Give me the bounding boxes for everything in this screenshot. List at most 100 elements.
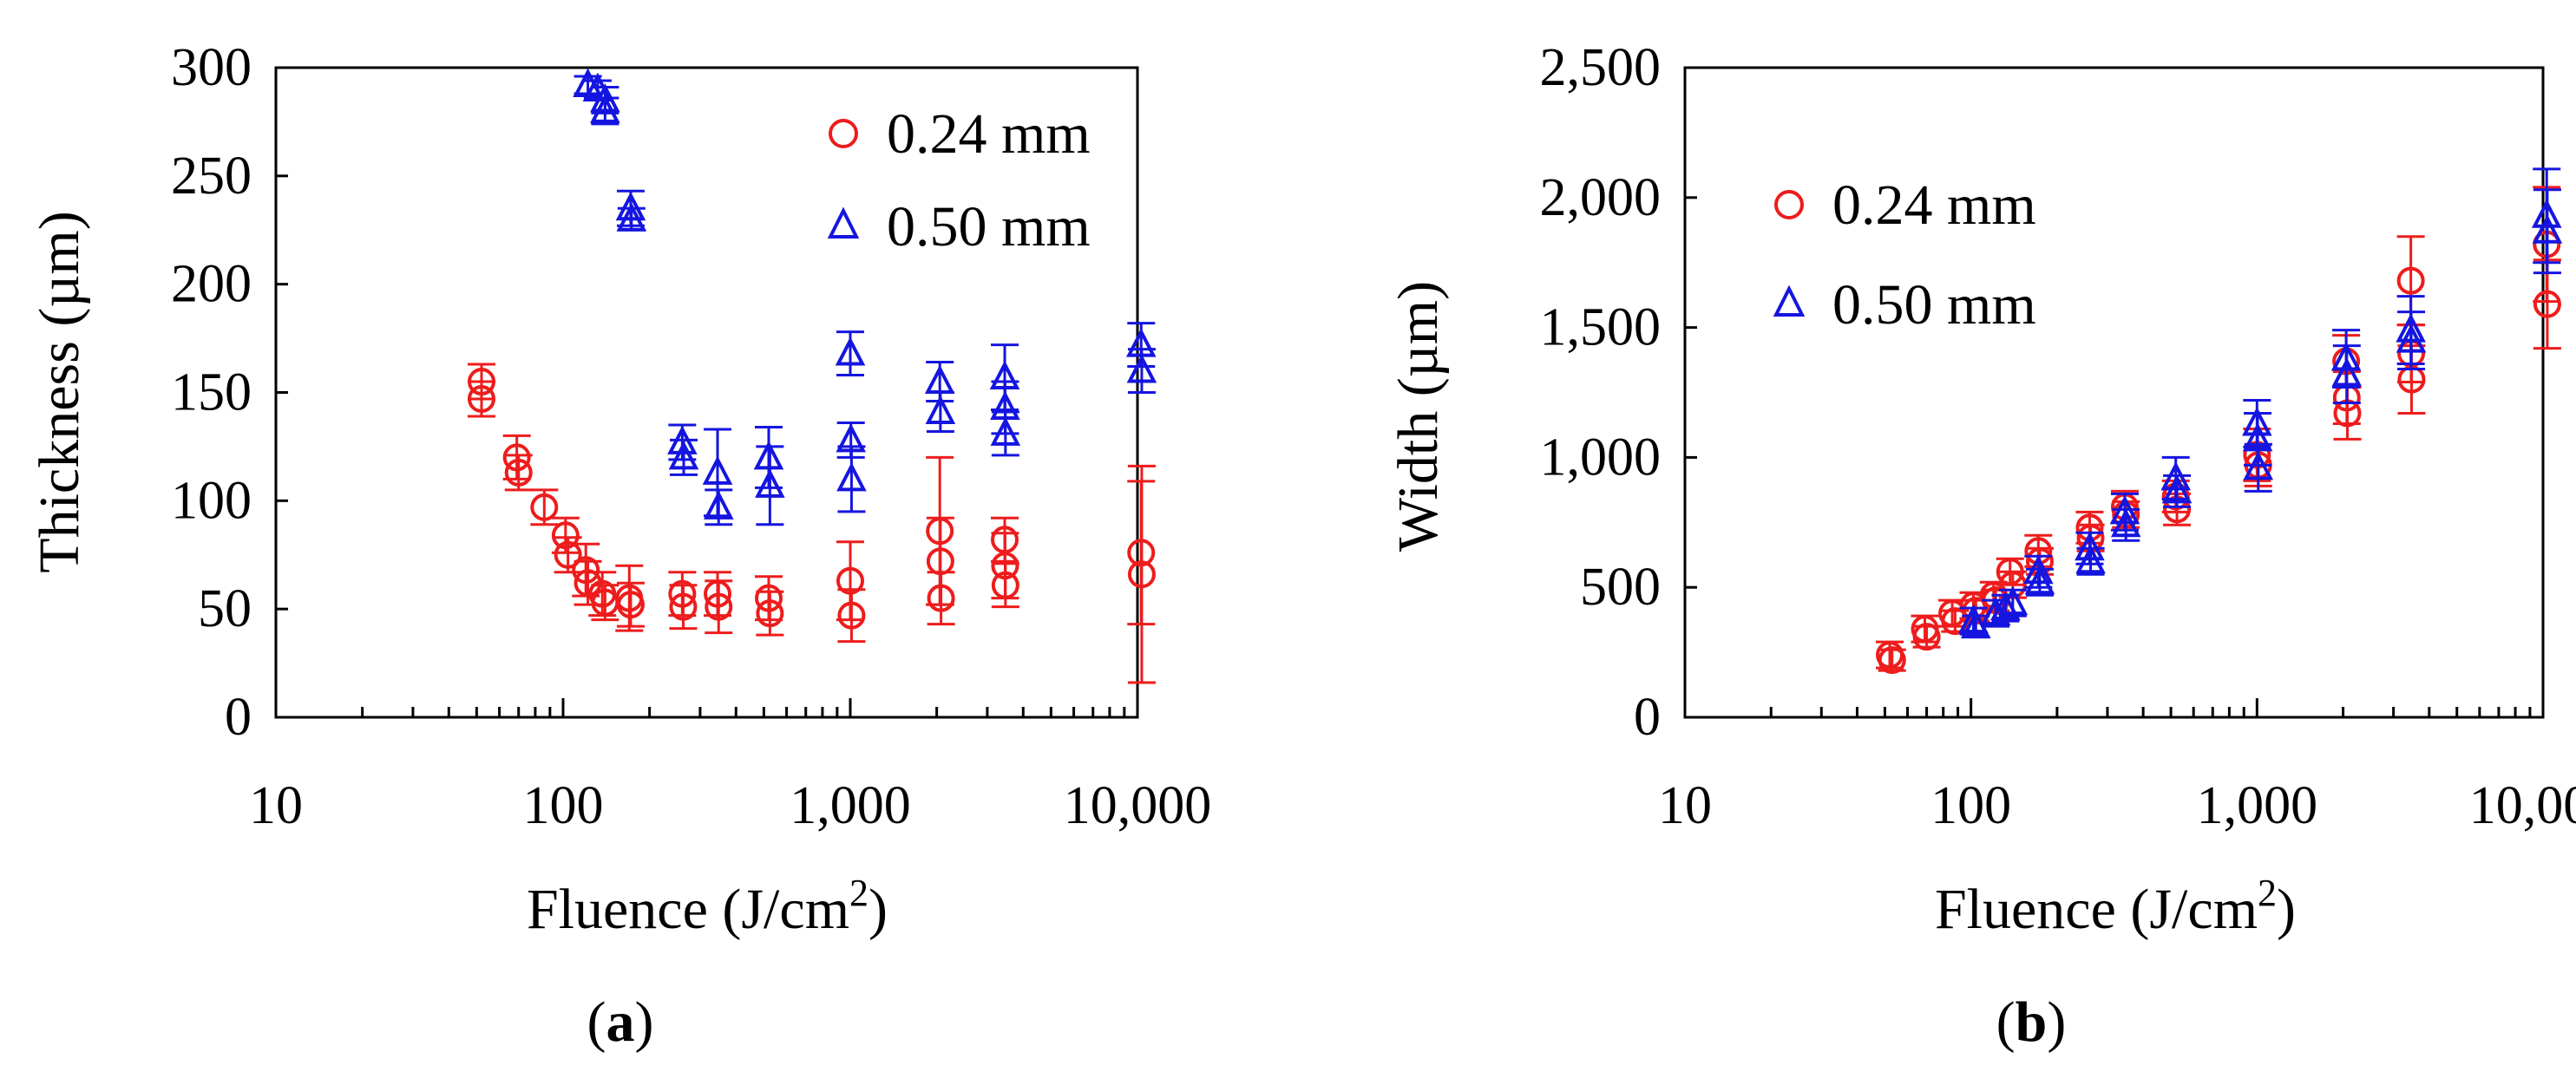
x-axis-title-end: ) (2277, 878, 2296, 941)
data-point (590, 94, 620, 126)
legend-label: 0.24 mm (1832, 173, 2036, 237)
series-050mm (1958, 167, 2563, 639)
data-point (836, 445, 867, 513)
circle-marker (2533, 290, 2561, 318)
circle-marker (927, 584, 955, 612)
triangle-marker (590, 94, 620, 123)
panel-label-close: ) (2047, 990, 2066, 1054)
data-point (2024, 565, 2055, 597)
circle-marker (991, 571, 1019, 599)
panel-label: (a) (587, 990, 654, 1054)
data-point (2532, 188, 2563, 275)
data-point (2533, 258, 2561, 350)
x-axis-title-main: Fluence (J/cm (527, 878, 849, 941)
circle-marker (554, 540, 582, 569)
data-point (991, 562, 1019, 609)
legend-label: 0.50 mm (887, 195, 1091, 258)
y-tick-label: 0 (1634, 688, 1661, 747)
x-axis-title: Fluence (J/cm2) (1935, 872, 2296, 941)
panel-label: (b) (1996, 990, 2067, 1054)
x-axis-title-main: Fluence (J/cm (1935, 878, 2258, 941)
data-point (703, 488, 734, 526)
y-tick-label: 1,500 (1540, 298, 1662, 357)
triangle-marker (702, 455, 733, 485)
legend: 0.24 mm 0.50 mm (1773, 173, 2036, 337)
circle-marker (2396, 266, 2425, 295)
y-tick-label: 500 (1580, 558, 1661, 617)
triangle-marker (2396, 324, 2427, 353)
circle-marker (551, 521, 580, 550)
x-tick-label: 10,000 (1064, 776, 1212, 835)
x-tick-label: 10 (1658, 776, 1712, 835)
data-point (1912, 623, 1941, 651)
x-tick-label: 100 (1930, 776, 2011, 835)
triangle-marker (1997, 585, 2029, 616)
panel-label-open: ( (1996, 990, 2016, 1054)
y-tick-label: 1,000 (1540, 428, 1662, 487)
x-axis-title-end: ) (868, 878, 888, 941)
circle-marker (705, 592, 733, 621)
triangle-marker (668, 441, 699, 470)
data-point (2396, 310, 2427, 371)
triangle-marker (835, 337, 866, 366)
x-tick-label: 10 (249, 776, 303, 835)
data-point (554, 536, 582, 574)
legend-label: 0.50 mm (1832, 273, 2036, 337)
data-point (1997, 585, 2029, 618)
data-point (504, 454, 533, 492)
panel-label-letter: b (2016, 990, 2048, 1054)
triangle-marker (616, 202, 647, 232)
data-point (925, 391, 956, 433)
legend-circle-marker (829, 119, 858, 148)
circle-marker (572, 556, 600, 585)
data-point (616, 581, 645, 628)
data-point (502, 434, 531, 480)
plot-frame (1683, 66, 2545, 719)
y-axis-title: Width (µm) (1386, 281, 1450, 552)
panel-b-chart: 0 500 1,000 1,500 2,000 2,500 10 100 1,000 10,000… (1386, 38, 2576, 1054)
panel-a-chart: 0 50 100 150 200 250 300 10 100 1,000 10,000 0.24 m… (28, 38, 1211, 1054)
y-tick-label: 250 (171, 147, 252, 206)
data-point (2075, 544, 2106, 576)
triangle-marker (2243, 451, 2274, 480)
data-point (705, 579, 733, 635)
legend-label: 0.24 mm (887, 102, 1091, 166)
data-point (2161, 474, 2193, 508)
circle-marker (467, 384, 495, 413)
triangle-marker (2110, 507, 2141, 538)
circle-marker (669, 592, 698, 621)
triangle-marker (925, 395, 956, 424)
triangle-marker (703, 490, 734, 520)
x-tick-label: 100 (523, 776, 604, 835)
data-point (990, 410, 1021, 457)
circle-marker (837, 601, 866, 630)
data-point (835, 330, 866, 377)
data-point (668, 438, 699, 476)
data-point (927, 571, 955, 626)
circle-marker (1878, 646, 1906, 675)
triangle-marker (2532, 214, 2563, 244)
y-tick-label: 150 (171, 363, 252, 422)
triangle-marker (1126, 354, 1157, 383)
data-point (837, 588, 866, 644)
x-tick-label: 10,000 (2469, 776, 2576, 835)
circle-marker (530, 493, 559, 521)
data-point (667, 423, 698, 461)
legend-triangle-marker (827, 206, 860, 239)
circle-marker (1912, 623, 1941, 651)
triangle-marker (2024, 565, 2055, 595)
panel-label-letter: a (606, 990, 635, 1054)
legend-triangle-marker (1773, 284, 1806, 317)
data-point (669, 584, 698, 631)
data-point (616, 202, 647, 232)
data-point (2243, 442, 2274, 493)
y-tick-label: 2,000 (1540, 168, 1662, 227)
triangle-marker (755, 468, 785, 498)
series-024mm (467, 363, 1156, 684)
data-point (1127, 464, 1156, 684)
data-point (755, 445, 785, 526)
circle-marker (502, 443, 531, 472)
y-tick-label: 200 (171, 255, 252, 314)
data-point (2110, 507, 2141, 542)
